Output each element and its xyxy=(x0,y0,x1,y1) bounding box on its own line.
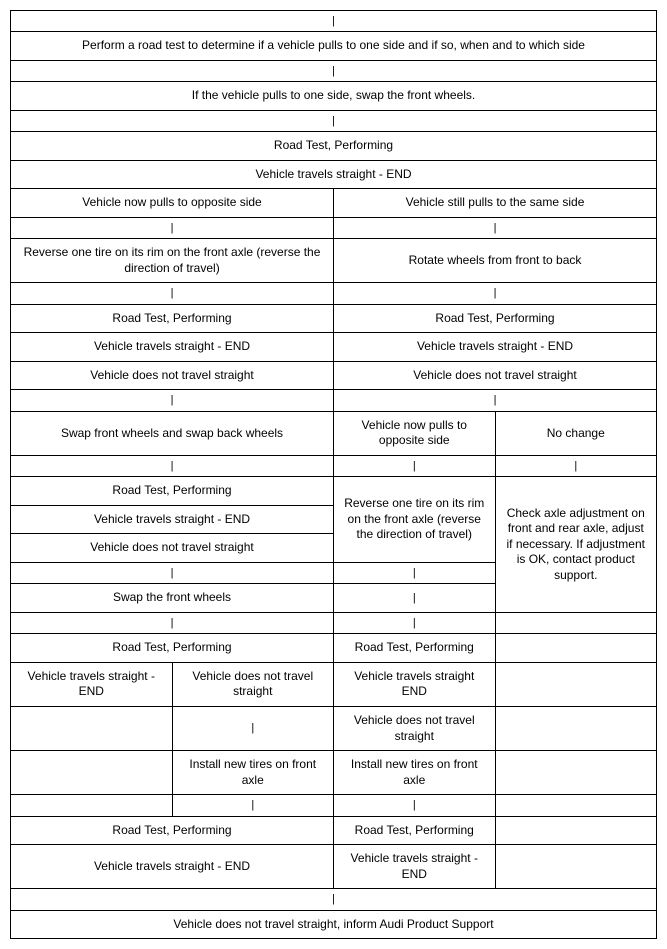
step-road-test-performing: Road Test, Performing xyxy=(11,132,657,161)
connector: | xyxy=(334,217,657,238)
connector: | xyxy=(11,612,334,633)
step-swap-front-and-back: Swap front wheels and swap back wheels xyxy=(11,411,334,455)
connector: | xyxy=(172,706,334,750)
connector: | xyxy=(11,60,657,81)
result-straight-end: Vehicle travels straight - END xyxy=(334,333,657,362)
result-straight-end: Vehicle travels straight - END xyxy=(334,845,496,889)
step-road-test-performing: Road Test, Performing xyxy=(11,477,334,506)
result-straight-end: Vehicle travels straight - END xyxy=(11,160,657,189)
step-install-new-tires: Install new tires on front axle xyxy=(334,751,496,795)
step-road-test-performing: Road Test, Performing xyxy=(334,634,496,663)
connector: | xyxy=(11,562,334,583)
branch-same-side: Vehicle still pulls to the same side xyxy=(334,189,657,218)
empty-cell xyxy=(495,706,657,750)
result-not-straight: Vehicle does not travel straight xyxy=(334,361,657,390)
empty-cell xyxy=(11,706,173,750)
branch-opposite-side: Vehicle now pulls to opposite side xyxy=(11,189,334,218)
branch-now-opposite: Vehicle now pulls to opposite side xyxy=(334,411,496,455)
step-road-test-initial: Perform a road test to determine if a ve… xyxy=(11,32,657,61)
result-straight-end: Vehicle travels straight - END xyxy=(11,505,334,534)
connector: | xyxy=(334,283,657,304)
step-road-test-performing: Road Test, Performing xyxy=(334,304,657,333)
empty-cell xyxy=(495,612,657,633)
step-swap-front-wheels: If the vehicle pulls to one side, swap t… xyxy=(11,82,657,111)
step-road-test-performing: Road Test, Performing xyxy=(11,634,334,663)
empty-cell xyxy=(495,634,657,663)
connector: | xyxy=(334,795,496,816)
step-rotate-front-back: Rotate wheels from front to back xyxy=(334,239,657,283)
connector: | xyxy=(11,889,657,910)
flowchart-table: | Perform a road test to determine if a … xyxy=(10,10,657,939)
connector: | xyxy=(11,283,334,304)
empty-cell xyxy=(495,662,657,706)
result-not-straight: Vehicle does not travel straight xyxy=(172,662,334,706)
connector: | xyxy=(11,11,657,32)
result-straight-end: Vehicle travels straight END xyxy=(334,662,496,706)
connector: | xyxy=(11,455,334,476)
empty-cell xyxy=(495,795,657,816)
connector: | xyxy=(11,110,657,131)
result-not-straight: Vehicle does not travel straight xyxy=(11,534,334,563)
connector: | xyxy=(334,562,496,583)
branch-no-change: No change xyxy=(495,411,657,455)
result-not-straight: Vehicle does not travel straight xyxy=(334,706,496,750)
result-straight-end: Vehicle travels straight - END xyxy=(11,845,334,889)
connector: | xyxy=(11,217,334,238)
step-reverse-tire-front: Reverse one tire on its rim on the front… xyxy=(334,477,496,563)
step-swap-front-wheels: Swap the front wheels xyxy=(11,584,334,613)
connector: | xyxy=(334,455,496,476)
result-straight-end: Vehicle travels straight - END xyxy=(11,662,173,706)
result-not-straight: Vehicle does not travel straight xyxy=(11,361,334,390)
connector: | xyxy=(11,390,334,411)
empty-cell xyxy=(495,751,657,795)
connector: | xyxy=(334,390,657,411)
step-inform-product-support: Vehicle does not travel straight, inform… xyxy=(11,910,657,939)
connector: | xyxy=(334,584,496,613)
step-road-test-performing: Road Test, Performing xyxy=(334,816,496,845)
empty-cell xyxy=(495,816,657,845)
empty-cell xyxy=(495,845,657,889)
connector: | xyxy=(495,455,657,476)
result-straight-end: Vehicle travels straight - END xyxy=(11,333,334,362)
connector: | xyxy=(172,795,334,816)
empty-cell xyxy=(11,795,173,816)
empty-cell xyxy=(11,751,173,795)
step-check-axle-adjustment: Check axle adjustment on front and rear … xyxy=(495,477,657,613)
step-road-test-performing: Road Test, Performing xyxy=(11,816,334,845)
step-reverse-tire-front: Reverse one tire on its rim on the front… xyxy=(11,239,334,283)
step-road-test-performing: Road Test, Performing xyxy=(11,304,334,333)
connector: | xyxy=(334,612,496,633)
step-install-new-tires: Install new tires on front axle xyxy=(172,751,334,795)
